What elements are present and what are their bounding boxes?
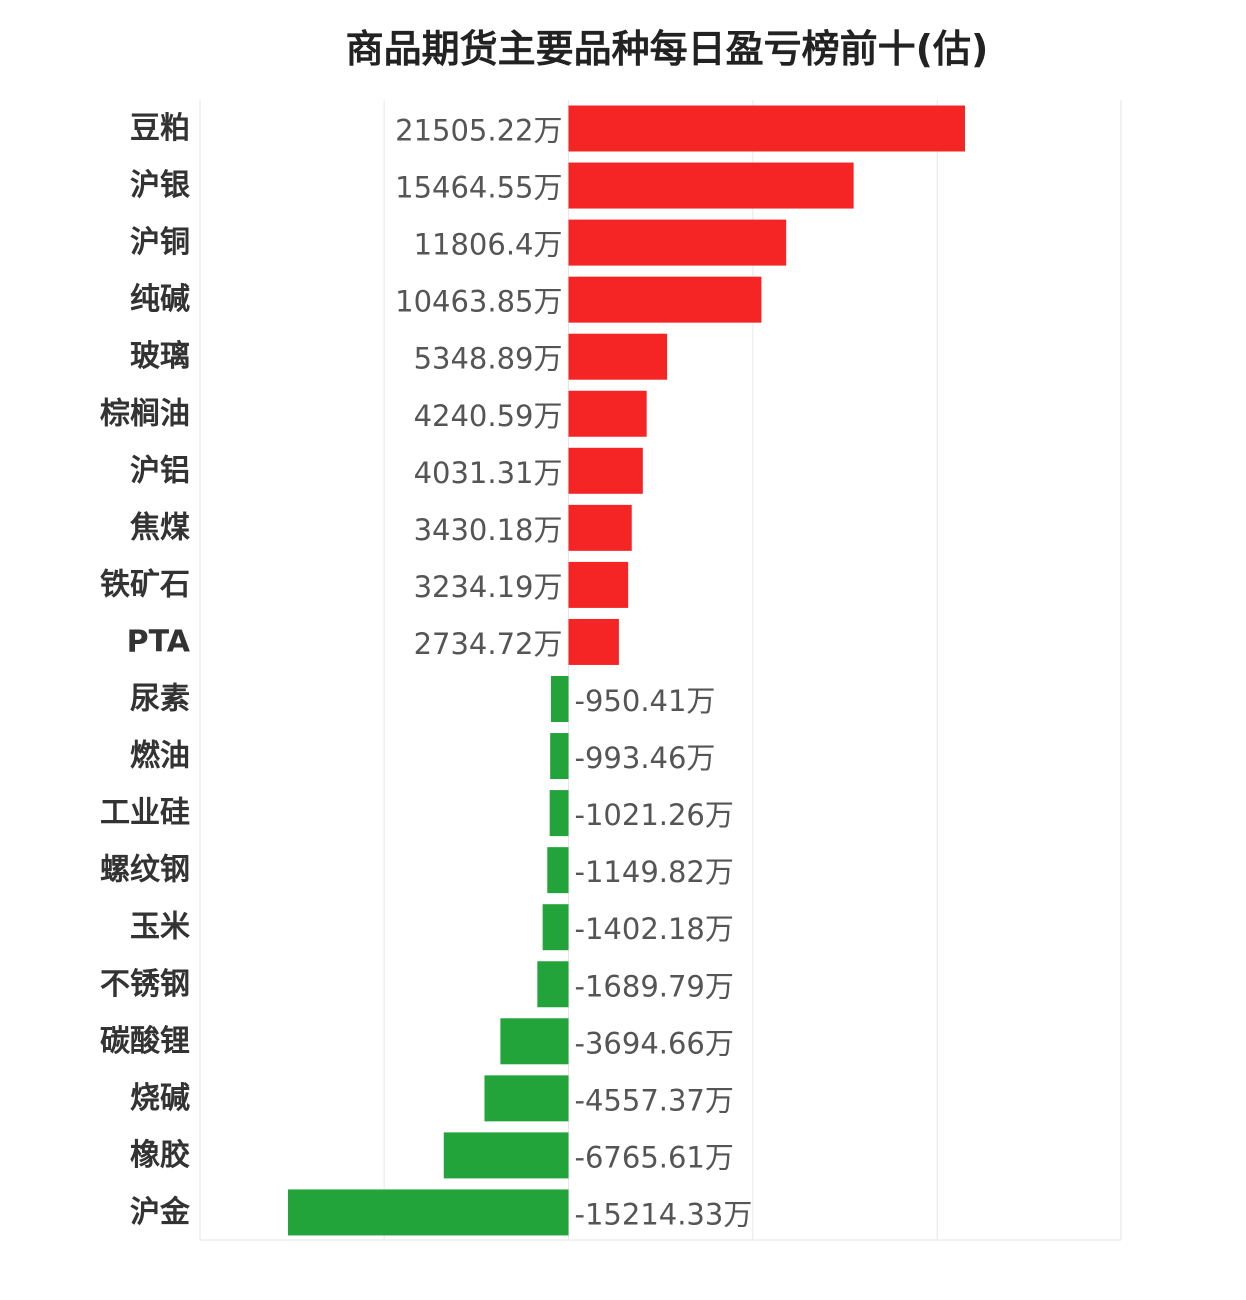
bars	[287, 105, 965, 1236]
value-label: -1689.79万	[575, 969, 734, 1003]
value-label: 2734.72万	[414, 627, 563, 661]
category-label: 尿素	[130, 682, 190, 717]
category-label: 沪金	[130, 1195, 191, 1230]
value-label: 15464.55万	[395, 171, 562, 205]
chart-title: 商品期货主要品种每日盈亏榜前十(估)	[345, 27, 989, 71]
category-label: 螺纹钢	[100, 853, 190, 888]
bar	[568, 162, 854, 209]
bar	[568, 390, 647, 437]
bar	[550, 676, 569, 722]
category-label: 橡胶	[130, 1138, 190, 1173]
value-label: -3694.66万	[575, 1026, 734, 1060]
value-label: 3234.19万	[414, 570, 563, 604]
bar	[547, 847, 569, 894]
category-label: 沪铝	[130, 453, 190, 488]
value-label: -1402.18万	[575, 912, 734, 946]
category-label: PTA	[127, 624, 191, 659]
value-label: -15214.33万	[575, 1197, 753, 1231]
value-label: 11806.4万	[414, 228, 563, 262]
value-label: -950.41万	[575, 684, 716, 718]
category-label: 碳酸锂	[100, 1024, 190, 1059]
bar	[549, 790, 569, 837]
bar	[568, 333, 668, 380]
bar	[542, 904, 569, 951]
value-label: 21505.22万	[395, 114, 562, 148]
value-label: 10463.85万	[395, 285, 562, 319]
value-label: -6765.61万	[575, 1140, 734, 1174]
category-label: 烧碱	[130, 1081, 190, 1116]
value-label: -1021.26万	[575, 798, 734, 832]
value-label: -993.46万	[575, 741, 716, 775]
value-label: 4031.31万	[414, 456, 563, 490]
category-label: 不锈钢	[100, 967, 190, 1002]
bar	[568, 504, 632, 551]
bar	[568, 219, 787, 266]
bar	[568, 105, 965, 152]
category-label: 焦煤	[130, 510, 190, 545]
bar	[550, 733, 569, 780]
category-label: 沪银	[130, 168, 190, 203]
category-label: 沪铜	[130, 225, 190, 260]
bar	[568, 276, 762, 323]
bar	[537, 961, 569, 1008]
bar	[443, 1132, 569, 1179]
category-label: 豆粕	[130, 111, 190, 146]
value-label: -1149.82万	[575, 855, 734, 889]
bar	[568, 447, 643, 494]
category-label: 纯碱	[130, 282, 190, 317]
bar	[568, 618, 619, 665]
bar	[568, 561, 629, 608]
category-label: 工业硅	[100, 796, 190, 831]
bar	[287, 1189, 569, 1236]
grid-lines	[199, 100, 1122, 1241]
category-label: 玻璃	[130, 339, 190, 374]
category-label: 铁矿石	[100, 567, 190, 602]
category-label: 燃油	[130, 739, 190, 774]
value-label: 3430.18万	[414, 513, 563, 547]
bar	[484, 1075, 569, 1122]
category-label: 玉米	[130, 910, 190, 945]
value-label: 4240.59万	[414, 399, 563, 433]
category-label: 棕榈油	[100, 396, 190, 431]
value-label: -4557.37万	[575, 1083, 734, 1117]
value-label: 5348.89万	[414, 342, 563, 376]
bar	[500, 1018, 569, 1065]
